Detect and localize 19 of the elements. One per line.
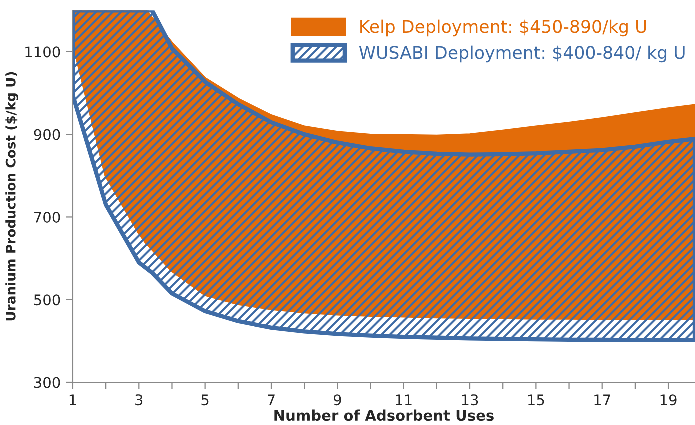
x-tick-label: 5 (202, 394, 209, 406)
x-tick-label: 19 (660, 394, 677, 406)
y-tick-label: 900 (34, 129, 60, 140)
x-tick-label: 3 (136, 394, 143, 406)
legend-label: WUSABI Deployment: $400-840/ kg U (359, 46, 685, 63)
y-tick-label: 700 (34, 212, 60, 223)
y-tick-label: 500 (34, 294, 60, 306)
y-tick-label: 1100 (26, 46, 60, 58)
x-tick-label: 9 (334, 394, 342, 406)
y-tick-label: 300 (34, 377, 60, 388)
x-tick-label: 13 (462, 394, 478, 406)
x-tick-label: 1 (70, 394, 76, 406)
x-tick-label: 11 (396, 394, 412, 406)
x-tick-label: 7 (268, 394, 275, 406)
legend-label: Kelp Deployment: $450-890/kg U (360, 20, 646, 37)
x-tick-label: 15 (528, 394, 544, 406)
y-axis-title: Uranium Production Cost ($/kg U) (6, 72, 18, 321)
x-tick-label: 17 (594, 394, 610, 406)
x-axis-title: Number of Adsorbent Uses (274, 410, 494, 422)
